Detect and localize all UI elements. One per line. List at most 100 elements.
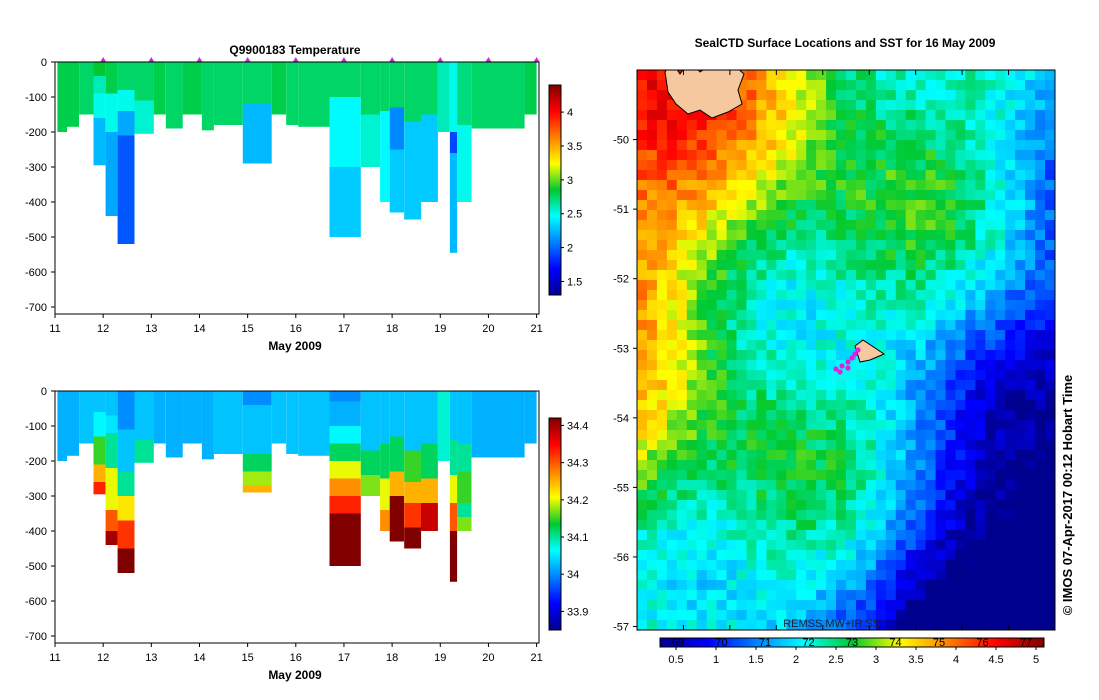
sst-cell bbox=[925, 510, 936, 521]
sst-cell bbox=[816, 290, 827, 301]
sst-cell bbox=[796, 170, 807, 181]
sst-cell bbox=[935, 90, 946, 101]
sst-cell bbox=[647, 580, 658, 591]
sst-cell bbox=[885, 620, 897, 630]
sst-cell bbox=[806, 610, 817, 621]
sst-cell bbox=[766, 370, 777, 381]
sst-cell bbox=[1035, 540, 1046, 551]
sst-cell bbox=[846, 220, 857, 231]
sst-cell bbox=[816, 570, 827, 581]
sst-cell bbox=[647, 540, 658, 551]
sst-cell bbox=[905, 190, 917, 201]
sst-cell bbox=[686, 510, 698, 521]
sst-cell bbox=[806, 590, 817, 601]
sst-cell bbox=[806, 330, 817, 341]
sst-cell bbox=[816, 530, 827, 541]
sst-cell bbox=[686, 370, 698, 381]
sst-cell bbox=[716, 110, 727, 121]
sst-cell bbox=[666, 280, 678, 291]
sst-cell bbox=[647, 340, 658, 351]
sst-cell bbox=[1035, 320, 1046, 331]
sst-cell bbox=[1045, 380, 1055, 391]
y-tick-label: -400 bbox=[25, 526, 47, 538]
sst-colorbar-secondary-label: 73 bbox=[846, 637, 858, 649]
sst-cell bbox=[965, 480, 976, 491]
sst-cell bbox=[756, 350, 767, 361]
sst-colorbar-secondary-label: 71 bbox=[759, 637, 771, 649]
sst-cell bbox=[647, 310, 658, 321]
sst-cell bbox=[776, 200, 787, 211]
sst-cell bbox=[656, 180, 668, 191]
sst-cell bbox=[716, 250, 727, 261]
colorbar-tick-label: 33.9 bbox=[567, 606, 588, 618]
sst-cell bbox=[1035, 570, 1046, 581]
sst-cell bbox=[726, 450, 737, 461]
sst-cell bbox=[656, 340, 668, 351]
sst-cell bbox=[706, 500, 718, 511]
sst-cell bbox=[696, 220, 708, 231]
sst-cell bbox=[836, 80, 847, 91]
sst-cell bbox=[1015, 80, 1026, 91]
sst-cell bbox=[865, 330, 877, 341]
sst-cell bbox=[915, 150, 927, 161]
sst-cell bbox=[676, 360, 688, 371]
sst-cell bbox=[826, 450, 837, 461]
sst-cell bbox=[756, 460, 767, 471]
sst-cell bbox=[786, 440, 797, 451]
sst-cell bbox=[945, 220, 956, 231]
sst-cell bbox=[666, 290, 678, 301]
sst-cell bbox=[885, 310, 897, 321]
sst-cell bbox=[836, 330, 847, 341]
sst-cell bbox=[945, 490, 956, 501]
sst-cell bbox=[865, 500, 877, 511]
land-mass-north bbox=[664, 70, 745, 119]
sst-cell bbox=[766, 330, 777, 341]
sst-cell bbox=[895, 440, 907, 451]
sst-cell bbox=[885, 210, 897, 221]
sst-cell bbox=[647, 320, 658, 331]
sst-cell bbox=[786, 550, 797, 561]
y-tick-label: 0 bbox=[41, 57, 47, 69]
sst-cell bbox=[836, 610, 847, 621]
sst-cell bbox=[1005, 230, 1016, 241]
sst-cell bbox=[885, 120, 897, 131]
sst-cell bbox=[885, 160, 897, 171]
sst-cell bbox=[706, 220, 718, 231]
sst-cell bbox=[995, 370, 1006, 381]
profile-4-layer-2 bbox=[93, 76, 106, 94]
sst-cell bbox=[985, 190, 996, 201]
sst-cell bbox=[696, 490, 708, 501]
sst-cell bbox=[726, 370, 737, 381]
sst-cell bbox=[875, 200, 887, 211]
sst-cell bbox=[995, 330, 1006, 341]
surface-marker bbox=[340, 57, 347, 62]
sst-cell bbox=[875, 190, 887, 201]
sst-cell bbox=[985, 530, 996, 541]
sst-cell bbox=[1015, 250, 1026, 261]
sst-cell bbox=[965, 230, 976, 241]
sst-cell bbox=[1045, 420, 1055, 431]
sst-cell bbox=[925, 220, 936, 231]
sst-cell bbox=[706, 380, 718, 391]
sst-cell bbox=[647, 600, 658, 611]
sst-cell bbox=[856, 490, 867, 501]
sst-cell bbox=[736, 190, 747, 201]
sst-cell bbox=[856, 200, 867, 211]
sst-cell bbox=[915, 340, 927, 351]
sst-cell bbox=[637, 210, 648, 221]
sst-cell bbox=[955, 390, 966, 401]
sst-cell bbox=[696, 280, 708, 291]
sst-cell bbox=[776, 140, 787, 151]
sst-cell bbox=[955, 380, 966, 391]
sst-cell bbox=[925, 530, 936, 541]
sst-cell bbox=[806, 190, 817, 201]
sst-cell bbox=[816, 230, 827, 241]
sst-cell bbox=[806, 320, 817, 331]
sst-cell bbox=[945, 500, 956, 511]
sst-cell bbox=[885, 560, 897, 571]
sst-cell bbox=[796, 280, 807, 291]
temperature-x-axis: 11 12 13 14 15 16 17 18 19 20 21 bbox=[49, 314, 543, 335]
sst-cell bbox=[826, 170, 837, 181]
profile-2-layer-1 bbox=[67, 391, 79, 456]
profile-25-layer-1 bbox=[457, 391, 472, 444]
